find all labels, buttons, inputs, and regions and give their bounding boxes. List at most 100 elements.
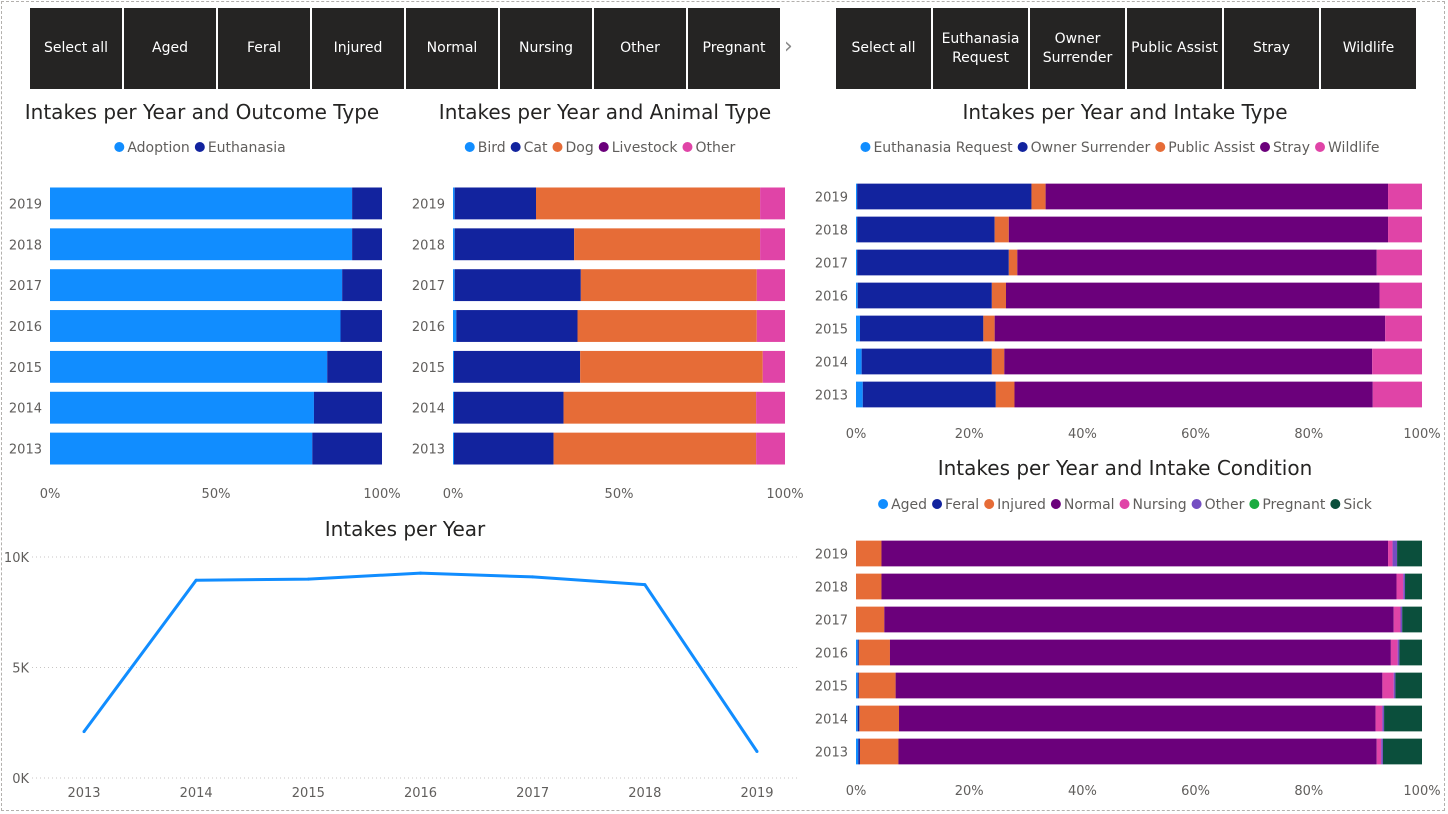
x-tick-100: 100%	[1403, 427, 1440, 442]
legend-label-public-assist: Public Assist	[1168, 140, 1255, 156]
bar-2015-stray	[994, 315, 1386, 342]
legend-label-pregnant: Pregnant	[1262, 497, 1325, 513]
bar-2019-bird	[453, 187, 455, 220]
bar-2019-cat	[454, 187, 536, 220]
bar-2017-owner-surrender	[857, 249, 1009, 276]
bar-2013-owner-surrender	[862, 381, 996, 408]
legend-label-cat: Cat	[524, 140, 548, 156]
legend-marker-injured	[984, 499, 995, 509]
year-label-2017: 2017	[412, 279, 445, 294]
bar-2019-public-assist	[1031, 183, 1046, 210]
x-tick-0: 0%	[846, 784, 867, 799]
bar-2018-injured	[856, 573, 882, 600]
chart-title: Intakes per Year and Outcome Type	[25, 100, 379, 124]
bar-2013-normal	[898, 738, 1377, 765]
intakes-per-year-line-chart: Intakes per Year 0K 5K 10K 2013 2014 2015 2016 2…	[4, 517, 800, 801]
bar-2014-owner-surrender	[861, 348, 992, 375]
intake-type-wildlife-button[interactable]: Wildlife	[1321, 8, 1416, 89]
legend-marker-adoption	[114, 142, 125, 152]
line-point-2013	[82, 730, 86, 734]
year-label-2017: 2017	[9, 279, 42, 294]
bar-2018-other	[1403, 573, 1406, 600]
bar-2015-sick	[1395, 672, 1422, 699]
bar-2017-cat	[454, 269, 581, 302]
chevron-right-icon[interactable]: ›	[784, 34, 793, 59]
bar-2016-cat	[456, 310, 578, 342]
bar-2017-adoption	[50, 269, 343, 302]
bar-2013-other	[1381, 738, 1383, 765]
bar-2017-public-assist	[1008, 249, 1018, 276]
bar-2015-normal	[895, 672, 1383, 699]
condition-normal-button[interactable]: Normal	[406, 8, 498, 89]
bar-2014-dog	[563, 391, 757, 424]
bar-2013-wildlife	[1372, 381, 1422, 408]
year-label-2016: 2016	[815, 647, 848, 662]
bar-2013-adoption	[50, 432, 313, 465]
condition-select-all-button[interactable]: Select all	[30, 8, 122, 89]
legend-label-bird: Bird	[478, 140, 506, 156]
intake-type-stray-button[interactable]: Stray	[1224, 8, 1319, 89]
legend-label-stray: Stray	[1273, 140, 1310, 156]
legend-marker-euthanasia	[194, 142, 205, 152]
bar-2015-owner-surrender	[859, 315, 984, 342]
x-tick-100: 100%	[766, 487, 803, 502]
bar-2016-normal	[889, 639, 1391, 666]
bar-2013-cat	[453, 432, 554, 465]
intake-type-select-all-button[interactable]: Select all	[836, 8, 931, 89]
year-label-2018: 2018	[9, 238, 42, 253]
bar-2014-public-assist	[991, 348, 1005, 375]
bar-2013-public-assist	[995, 381, 1015, 408]
bar-2017-wildlife	[1376, 249, 1422, 276]
bar-2018-sick	[1405, 573, 1422, 600]
bar-2016-aged	[856, 639, 858, 666]
bar-2017-euthanasia-request	[856, 249, 858, 276]
bar-2014-euthanasia-request	[856, 348, 862, 375]
condition-nursing-button[interactable]: Nursing	[500, 8, 592, 89]
bar-2018-adoption	[50, 228, 353, 261]
year-label-2013: 2013	[815, 389, 848, 404]
x-tick-100: 100%	[363, 487, 400, 502]
legend-marker-feral	[932, 499, 943, 509]
intake-condition-chart: Intakes per Year and Intake Condition Age…	[815, 456, 1441, 799]
legend-marker-sick	[1330, 499, 1341, 509]
bar-2016-injured	[858, 639, 890, 666]
bar-2013-nursing	[1376, 738, 1382, 765]
bar-2016-wildlife	[1379, 282, 1422, 309]
x-tick-20: 20%	[955, 784, 984, 799]
intake-type-public-assist-button[interactable]: Public Assist	[1127, 8, 1222, 89]
year-label-2013: 2013	[815, 746, 848, 761]
bar-2019-owner-surrender	[857, 183, 1032, 210]
condition-injured-button[interactable]: Injured	[312, 8, 404, 89]
x-tick-60: 60%	[1181, 784, 1210, 799]
bar-2013-bird	[453, 432, 454, 465]
condition-pregnant-button[interactable]: Pregnant	[688, 8, 780, 89]
x-tick-2017: 2017	[516, 786, 549, 801]
year-label-2016: 2016	[9, 320, 42, 335]
line-point-2018	[643, 583, 647, 587]
bar-2019-adoption	[50, 187, 353, 220]
condition-feral-button[interactable]: Feral	[218, 8, 310, 89]
legend-label-nursing: Nursing	[1133, 497, 1187, 513]
bar-2019-other	[1392, 540, 1398, 567]
intake-type-owner-surrender-button[interactable]: Owner Surrender	[1030, 8, 1125, 89]
bar-2018-dog	[574, 228, 761, 261]
condition-aged-button[interactable]: Aged	[124, 8, 216, 89]
bar-2015-adoption	[50, 350, 328, 383]
condition-other-button[interactable]: Other	[594, 8, 686, 89]
bar-2018-wildlife	[1388, 216, 1422, 243]
bar-2018-nursing	[1396, 573, 1404, 600]
bar-2015-dog	[580, 350, 763, 383]
intake-type-euthanasia-request-button[interactable]: Euthanasia Request	[933, 8, 1028, 89]
year-label-2013: 2013	[9, 443, 42, 458]
year-label-2015: 2015	[9, 361, 42, 376]
legend-marker-wildlife	[1315, 142, 1326, 152]
bar-2015-nursing	[1382, 672, 1394, 699]
bar-2013-sick	[1382, 738, 1422, 765]
legend-label-euthanasia: Euthanasia	[208, 140, 286, 156]
x-tick-2015: 2015	[292, 786, 325, 801]
x-tick-40: 40%	[1068, 427, 1097, 442]
bar-2018-normal	[881, 573, 1397, 600]
year-label-2016: 2016	[815, 290, 848, 305]
animal-type-chart: Intakes per Year and Animal Type Bird Cat D…	[412, 100, 804, 502]
y-tick-0k: 0K	[12, 772, 29, 787]
